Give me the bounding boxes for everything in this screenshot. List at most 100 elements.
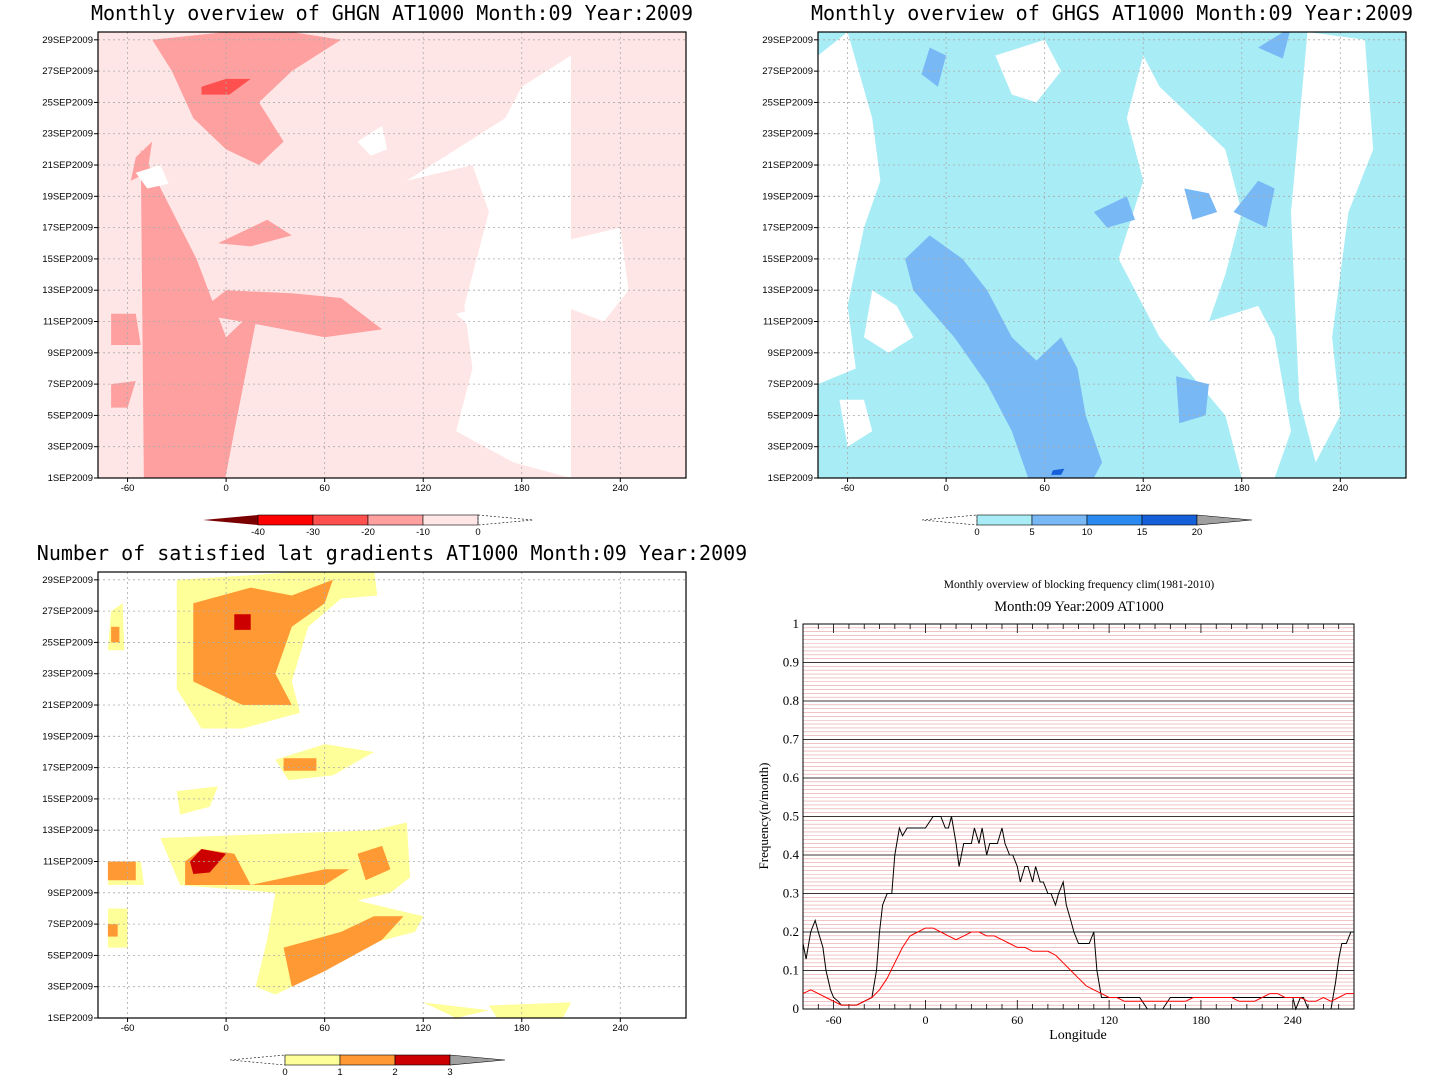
colorbar-label: -40 — [251, 527, 265, 538]
plot-frame — [97, 31, 687, 479]
x-tick-label: 180 — [1234, 483, 1250, 494]
y-tick-label: 5SEP2009 — [48, 950, 93, 961]
colorbar-swatch — [1031, 514, 1088, 526]
contour-region — [111, 313, 141, 345]
y-tick-label: 19SEP2009 — [42, 191, 93, 202]
y-tick-label: 15SEP2009 — [762, 254, 813, 265]
x-tick-label: 240 — [612, 483, 628, 494]
contour-gap — [554, 227, 629, 322]
x-tick-label: 0 — [223, 1023, 228, 1034]
y-tick-label: 13SEP2009 — [42, 285, 93, 296]
y-tick-label: 13SEP2009 — [762, 285, 813, 296]
colorbar-label: 5 — [1029, 527, 1034, 538]
colorbar-label: 20 — [1192, 527, 1203, 538]
contour-region — [196, 290, 383, 338]
y-tick-label: 29SEP2009 — [42, 35, 93, 46]
y-tick-label: 1SEP2009 — [48, 1013, 93, 1024]
colorbar-swatch — [257, 514, 314, 526]
x-tick-label: -60 — [841, 483, 855, 494]
line-chart-title: Monthly overview of blocking frequency c… — [944, 579, 1215, 591]
x-tick-label: 240 — [612, 1023, 628, 1034]
y-tick-label: 19SEP2009 — [762, 191, 813, 202]
x-tick-label: -60 — [826, 1013, 842, 1027]
y-tick-label: 23SEP2009 — [42, 669, 93, 680]
y-tick-label: 25SEP2009 — [42, 97, 93, 108]
colorbar-extension — [449, 1054, 506, 1066]
colorbar-label: 1 — [337, 1067, 342, 1078]
contour-region — [152, 32, 342, 165]
series-line-2 — [802, 927, 1354, 1006]
x-tick-label: 240 — [1332, 483, 1348, 494]
colorbar-open-extension — [921, 514, 978, 526]
colorbar-label: -10 — [416, 527, 430, 538]
y-tick-label: 0 — [793, 1001, 800, 1016]
heatmap-panel-3: Number of satisfied lat gradients AT1000… — [37, 541, 747, 1078]
y-tick-label: 9SEP2009 — [48, 348, 93, 359]
contour-region — [107, 908, 128, 948]
x-tick-label: 180 — [514, 483, 530, 494]
colorbar-extension — [203, 515, 258, 525]
y-tick-label: 0.3 — [783, 886, 799, 901]
colorbar-label: 15 — [1137, 527, 1148, 538]
plot-frame — [817, 31, 1407, 479]
heatmap-panel-1: Monthly overview of GHGN AT1000 Month:09… — [42, 1, 693, 538]
colorbar-swatch — [976, 514, 1033, 526]
contour-region — [488, 1002, 571, 1018]
contour-region — [357, 845, 391, 881]
y-tick-label: 15SEP2009 — [42, 794, 93, 805]
x-tick-label: 60 — [319, 483, 330, 494]
y-tick-label: 25SEP2009 — [762, 97, 813, 108]
colorbar-swatch — [284, 1054, 341, 1066]
colorbar-swatch — [1086, 514, 1143, 526]
y-tick-label: 21SEP2009 — [762, 160, 813, 171]
colorbar: 0 1 2 3 — [229, 1054, 506, 1078]
contour-region — [201, 78, 251, 95]
y-tick-label: 21SEP2009 — [42, 700, 93, 711]
y-tick-label: 17SEP2009 — [762, 223, 813, 234]
colorbar-swatch — [339, 1054, 396, 1066]
x-tick-label: 120 — [415, 1023, 431, 1034]
y-tick-label: 3SEP2009 — [48, 982, 93, 993]
colorbar-open-extension — [229, 1054, 286, 1066]
line-chart-subtitle: Month:09 Year:2009 AT1000 — [994, 599, 1164, 615]
contour-region — [1258, 32, 1290, 59]
y-tick-label: 27SEP2009 — [762, 66, 813, 77]
x-axis-label: Longitude — [1049, 1028, 1107, 1043]
contour-gap — [839, 399, 873, 447]
contour-gap — [1291, 32, 1374, 463]
colorbar-label: 0 — [974, 527, 979, 538]
contour-region — [111, 381, 136, 408]
x-tick-label: -60 — [121, 483, 135, 494]
contour-gap — [406, 55, 571, 478]
y-tick-label: 0.2 — [783, 924, 799, 939]
colorbar: 0 5 10 15 20 — [921, 514, 1253, 538]
contour-region — [111, 626, 120, 643]
x-tick-label: 60 — [319, 1023, 330, 1034]
y-tick-label: 23SEP2009 — [762, 129, 813, 140]
contour-region — [217, 219, 292, 247]
contour-region — [921, 47, 947, 87]
y-tick-label: 0.6 — [783, 770, 800, 785]
colorbar-label: 10 — [1082, 527, 1093, 538]
x-tick-label: -60 — [121, 1023, 135, 1034]
y-tick-label: 15SEP2009 — [42, 254, 93, 265]
plot-frame — [802, 623, 1355, 1010]
y-tick-label: 0.5 — [783, 809, 799, 824]
y-tick-label: 13SEP2009 — [42, 825, 93, 836]
y-tick-label: 27SEP2009 — [42, 66, 93, 77]
contour-region — [283, 758, 317, 771]
x-tick-label: 0 — [943, 483, 948, 494]
contour-fills — [111, 32, 629, 478]
colorbar-label: 3 — [447, 1067, 452, 1078]
colorbar-label: -30 — [306, 527, 320, 538]
contour-region — [1051, 468, 1065, 475]
colorbar-label: 0 — [282, 1067, 287, 1078]
contour-gap — [456, 305, 489, 330]
y-tick-label: 0.1 — [783, 963, 799, 978]
y-tick-label: 0.9 — [783, 655, 799, 670]
colorbar-swatch — [1141, 514, 1198, 526]
y-tick-label: 17SEP2009 — [42, 223, 93, 234]
colorbar-swatch — [367, 514, 424, 526]
y-tick-label: 9SEP2009 — [48, 888, 93, 899]
